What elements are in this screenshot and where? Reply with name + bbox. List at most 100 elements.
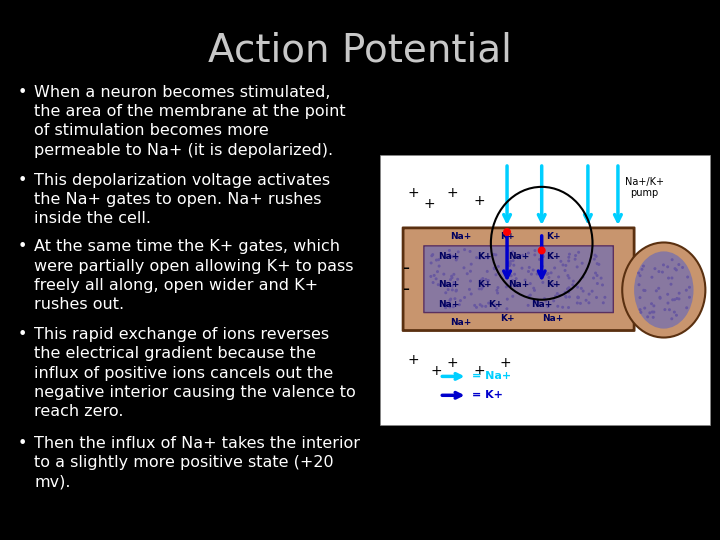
Circle shape xyxy=(455,289,458,292)
Text: K+: K+ xyxy=(500,314,514,323)
Circle shape xyxy=(552,299,555,302)
Circle shape xyxy=(463,296,466,299)
Text: When a neuron becomes stimulated,
the area of the membrane at the point
of stimu: When a neuron becomes stimulated, the ar… xyxy=(34,85,346,158)
Circle shape xyxy=(675,297,678,300)
Circle shape xyxy=(673,267,677,270)
Circle shape xyxy=(469,280,472,282)
Circle shape xyxy=(482,282,485,286)
Circle shape xyxy=(469,262,473,266)
Circle shape xyxy=(493,267,496,271)
Circle shape xyxy=(546,305,549,308)
Text: Na+: Na+ xyxy=(508,252,529,261)
Circle shape xyxy=(479,303,482,306)
Circle shape xyxy=(588,301,590,305)
Circle shape xyxy=(688,286,691,289)
Circle shape xyxy=(577,251,580,254)
Circle shape xyxy=(506,249,509,252)
Circle shape xyxy=(594,272,597,274)
Ellipse shape xyxy=(622,242,706,338)
Circle shape xyxy=(528,266,531,269)
Circle shape xyxy=(449,299,451,302)
Text: Na+: Na+ xyxy=(543,314,564,323)
Circle shape xyxy=(643,307,647,309)
Circle shape xyxy=(576,286,579,288)
Circle shape xyxy=(451,255,454,258)
Circle shape xyxy=(435,278,438,280)
Text: +: + xyxy=(447,186,459,200)
Circle shape xyxy=(567,288,570,291)
Text: = K+: = K+ xyxy=(472,390,503,400)
Text: K+: K+ xyxy=(546,232,561,241)
Circle shape xyxy=(510,282,513,285)
Circle shape xyxy=(541,255,545,258)
Text: +: + xyxy=(431,364,442,378)
Circle shape xyxy=(510,274,513,277)
Circle shape xyxy=(456,278,459,281)
Circle shape xyxy=(521,267,523,269)
Circle shape xyxy=(593,254,597,256)
Circle shape xyxy=(446,288,450,291)
Circle shape xyxy=(642,265,645,268)
Text: Na+: Na+ xyxy=(438,252,460,261)
Circle shape xyxy=(449,298,452,301)
Circle shape xyxy=(567,306,570,309)
Circle shape xyxy=(670,258,674,261)
Circle shape xyxy=(480,305,484,308)
Circle shape xyxy=(451,285,454,288)
Circle shape xyxy=(446,283,449,286)
Circle shape xyxy=(534,253,536,256)
Circle shape xyxy=(654,267,657,270)
Circle shape xyxy=(431,281,435,284)
Circle shape xyxy=(652,310,655,314)
Text: Na+: Na+ xyxy=(508,280,529,289)
Circle shape xyxy=(671,298,674,301)
Circle shape xyxy=(431,253,434,256)
Circle shape xyxy=(564,291,567,294)
Text: -: - xyxy=(402,259,410,279)
Circle shape xyxy=(667,276,670,280)
Text: +: + xyxy=(423,197,436,211)
Circle shape xyxy=(444,291,447,294)
Circle shape xyxy=(527,295,531,298)
Circle shape xyxy=(459,299,462,302)
Circle shape xyxy=(574,254,577,257)
Text: K+: K+ xyxy=(546,280,561,289)
Circle shape xyxy=(511,279,514,282)
Circle shape xyxy=(603,296,606,299)
Circle shape xyxy=(536,273,539,275)
Text: K+: K+ xyxy=(477,280,491,289)
Circle shape xyxy=(527,270,530,273)
Circle shape xyxy=(688,296,691,299)
Circle shape xyxy=(484,305,487,308)
Circle shape xyxy=(468,288,471,291)
Circle shape xyxy=(480,279,482,281)
Circle shape xyxy=(685,289,688,292)
Circle shape xyxy=(554,294,557,298)
Text: Na+: Na+ xyxy=(450,318,472,327)
Text: +: + xyxy=(500,356,511,370)
Circle shape xyxy=(436,270,439,273)
Circle shape xyxy=(576,266,579,268)
Circle shape xyxy=(480,287,483,291)
Circle shape xyxy=(509,260,512,263)
Circle shape xyxy=(675,314,678,317)
Circle shape xyxy=(657,287,660,290)
Text: +: + xyxy=(473,194,485,208)
Circle shape xyxy=(670,283,672,286)
Circle shape xyxy=(577,295,580,299)
Circle shape xyxy=(495,253,498,256)
Circle shape xyxy=(487,302,490,305)
Circle shape xyxy=(595,262,599,265)
Circle shape xyxy=(462,266,465,269)
Text: This depolarization voltage activates
the Na+ gates to open. Na+ rushes
inside t: This depolarization voltage activates th… xyxy=(34,173,330,226)
Circle shape xyxy=(659,297,662,300)
Circle shape xyxy=(505,307,508,310)
Circle shape xyxy=(533,289,536,292)
Circle shape xyxy=(531,268,535,272)
Circle shape xyxy=(673,298,676,301)
Circle shape xyxy=(497,265,500,268)
Circle shape xyxy=(675,268,678,272)
Circle shape xyxy=(486,280,489,283)
Circle shape xyxy=(686,275,689,279)
Circle shape xyxy=(496,292,499,294)
